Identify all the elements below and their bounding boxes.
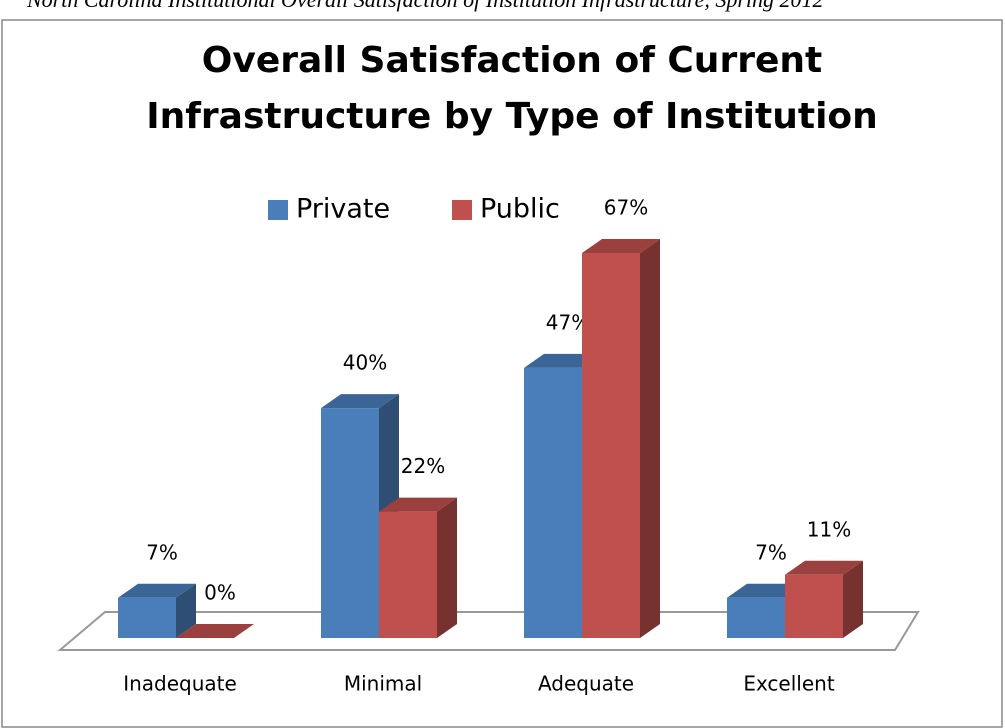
bar-face	[176, 583, 196, 638]
bar-face	[582, 239, 660, 253]
bar-face	[582, 253, 640, 638]
legend-label: Public	[480, 194, 560, 225]
bar-face	[437, 497, 457, 638]
bar-face	[524, 367, 582, 638]
bar-face	[379, 497, 457, 512]
bar	[785, 560, 863, 638]
bar-face	[843, 560, 863, 638]
legend-label: Private	[296, 194, 390, 225]
data-label: 7%	[146, 540, 178, 564]
caption: North Carolina Institutional Overall Sat…	[26, 0, 824, 12]
bar	[379, 497, 457, 638]
bar-face	[379, 511, 437, 638]
x-tick-label: Adequate	[538, 672, 634, 696]
legend-swatch	[452, 200, 472, 220]
data-label: 40%	[343, 351, 387, 375]
bar-face	[785, 574, 843, 638]
bar-face	[321, 408, 379, 638]
bar-face	[321, 394, 399, 409]
bar-face	[640, 239, 660, 638]
x-tick-label: Minimal	[344, 672, 422, 696]
chart-title: Infrastructure by Type of Institution	[146, 96, 878, 137]
data-label: 22%	[401, 454, 445, 478]
bar	[118, 583, 196, 638]
x-tick-label: Excellent	[743, 672, 835, 696]
bar-face	[176, 624, 254, 638]
bar-face	[118, 583, 196, 598]
data-label: 0%	[204, 581, 236, 605]
data-label: 11%	[807, 517, 851, 541]
bar-face	[118, 597, 176, 638]
legend-swatch	[268, 200, 288, 220]
bar	[176, 624, 254, 638]
chart-title: Overall Satisfaction of Current	[202, 40, 822, 81]
bar-face	[785, 560, 863, 575]
data-label: 67%	[604, 196, 648, 220]
x-tick-label: Inadequate	[123, 672, 237, 696]
data-label: 7%	[755, 540, 787, 564]
bar-face	[727, 597, 785, 638]
floor	[57, 611, 920, 651]
bar	[582, 239, 660, 638]
